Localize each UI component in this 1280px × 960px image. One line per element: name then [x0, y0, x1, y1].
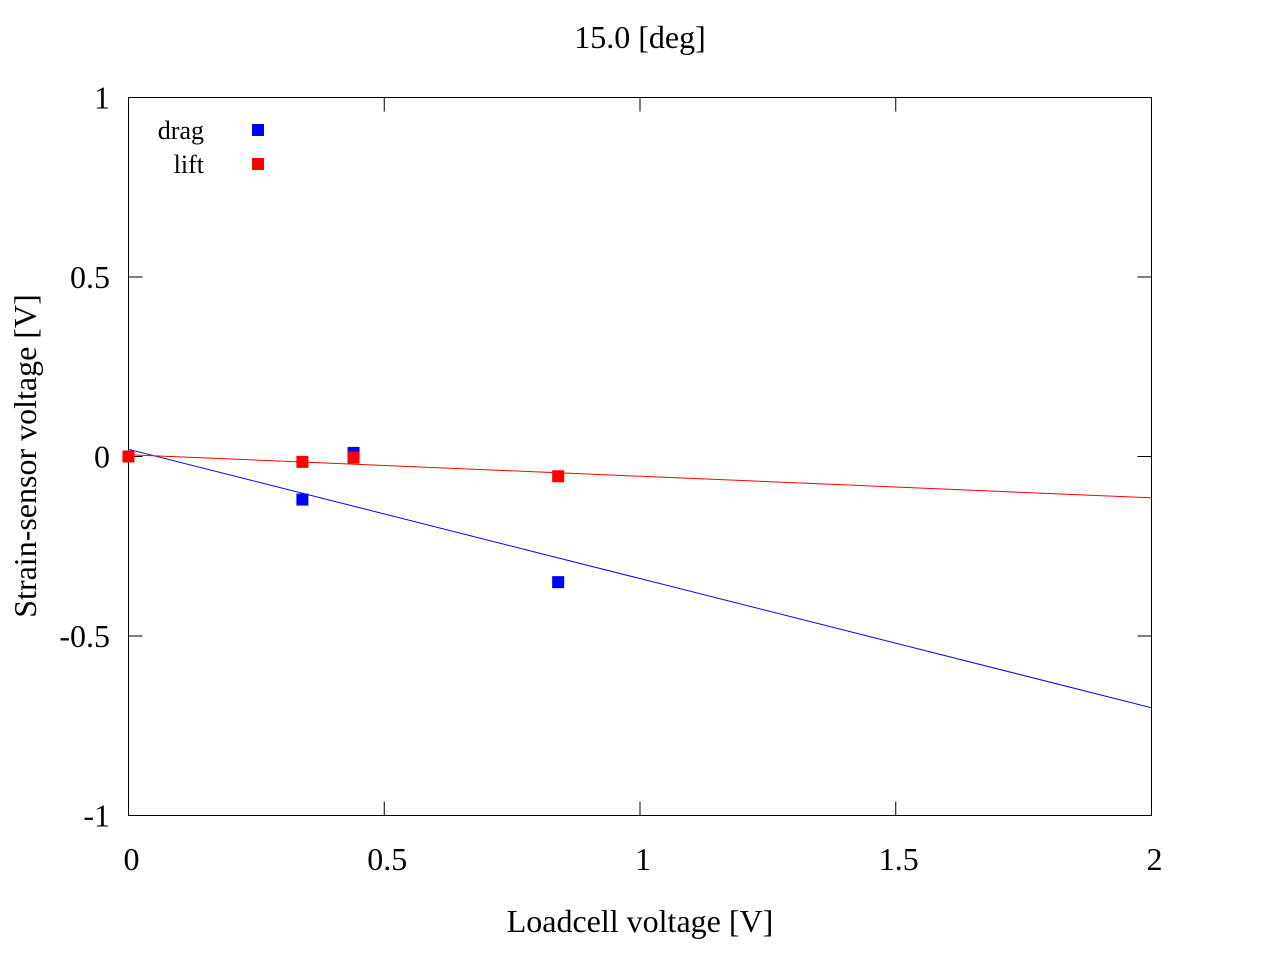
lift-data-point: [347, 451, 360, 464]
legend-marker-lift: [252, 158, 264, 170]
x-tick-label: 0: [124, 841, 140, 877]
legend-label-lift: lift: [174, 150, 205, 179]
plot-frame: [128, 97, 1152, 816]
x-axis-label: Loadcell voltage [V]: [507, 903, 774, 939]
x-tick-label: 1: [635, 841, 651, 877]
lift-fit-line: [128, 454, 1152, 499]
y-tick-label: 0.5: [70, 259, 110, 295]
chart-title: 15.0 [deg]: [574, 19, 706, 55]
y-axis-label: Strain-sensor voltage [V]: [7, 294, 43, 617]
drag-data-point: [552, 576, 565, 589]
y-tick-label: -1: [83, 798, 110, 834]
y-tick-label: -0.5: [59, 618, 110, 654]
y-tick-label: 0: [94, 439, 110, 475]
legend-label-drag: drag: [158, 116, 204, 145]
legend: drag lift: [158, 116, 264, 179]
x-tick-label: 1.5: [879, 841, 919, 877]
fit-lines: [128, 448, 1152, 709]
lift-data-point: [296, 455, 309, 468]
x-tick-label: 2: [1147, 841, 1163, 877]
y-tick-label: 1: [94, 80, 110, 116]
lift-data-point: [552, 470, 565, 483]
data-points: [122, 446, 565, 589]
drag-fit-line: [128, 448, 1152, 709]
axis-ticks: 0 0.5 1 1.5 2 1 0.5 0 -0.5 -1: [59, 80, 1162, 878]
drag-data-point: [296, 493, 309, 506]
lift-data-point: [122, 450, 135, 463]
legend-marker-drag: [252, 124, 264, 136]
x-tick-label: 0.5: [367, 841, 407, 877]
